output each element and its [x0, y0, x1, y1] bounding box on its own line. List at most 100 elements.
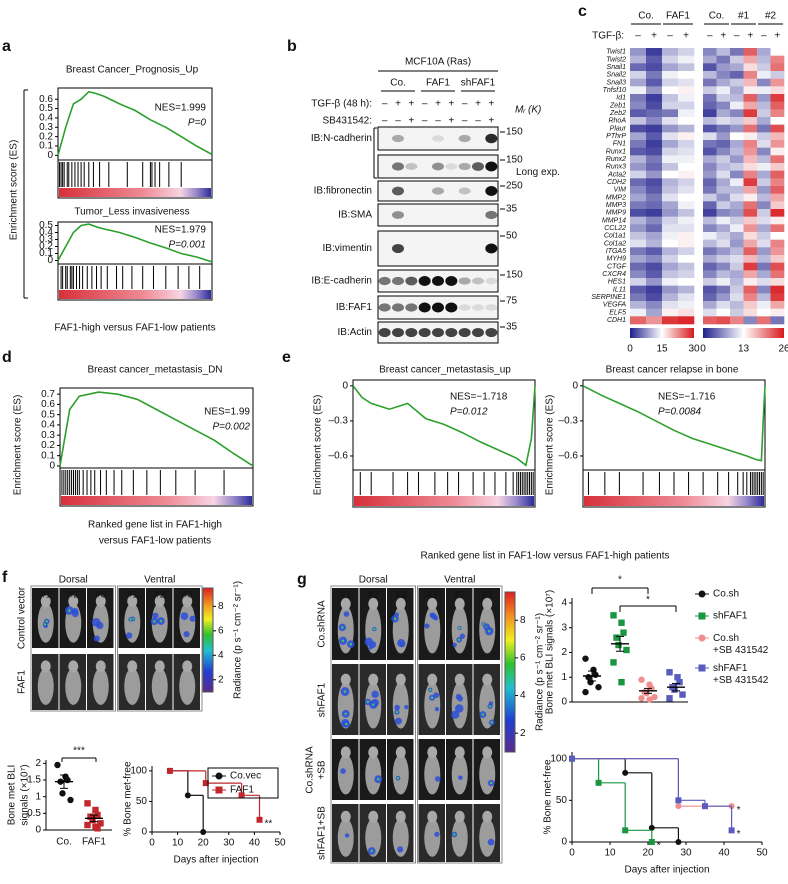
mouse — [479, 818, 496, 857]
sign: + — [720, 31, 726, 42]
band — [472, 304, 484, 311]
signal — [434, 706, 440, 712]
marker — [256, 816, 263, 823]
x-tick-label: 10 — [604, 848, 616, 859]
heat-cell — [662, 71, 679, 79]
heat-cell — [646, 255, 663, 263]
signal — [343, 690, 347, 693]
heat-cell — [646, 55, 663, 64]
heat-cell — [730, 301, 744, 309]
marker — [675, 803, 682, 810]
heat-cell — [716, 316, 731, 325]
heat-cell — [716, 170, 731, 179]
heat-cell — [716, 247, 731, 256]
heat-cell — [630, 155, 647, 164]
heat-cell — [743, 247, 758, 256]
blot — [377, 154, 499, 179]
heat-cell — [630, 147, 647, 156]
y-tick-label: 4 — [561, 598, 567, 609]
heat-cell — [703, 308, 717, 317]
y-tick-label: 2 — [561, 647, 567, 658]
heat-cell — [646, 316, 663, 325]
marker — [622, 827, 629, 834]
mouse-id: #2 — [454, 590, 466, 601]
panel-label: f — [2, 569, 8, 586]
heat-cell — [770, 270, 785, 279]
heat-cell — [743, 55, 758, 64]
gene-label: Tnfsf10 — [603, 87, 626, 94]
y-tick-label: 0.2 — [41, 440, 55, 451]
heat-cell — [716, 132, 731, 141]
heat-cell — [630, 224, 647, 233]
colorbar-label: Radiance (p s⁻¹ cm⁻² sr⁻¹) — [233, 581, 244, 699]
gene-label: CDH1 — [607, 317, 626, 324]
y-tick-label: 0.6 — [41, 399, 55, 410]
heat-cell — [703, 155, 717, 164]
marker — [215, 786, 223, 794]
view-frame — [30, 585, 116, 712]
caption: Ranked gene list in FAF1-low versus FAF1… — [420, 551, 669, 562]
heat-cell — [770, 132, 785, 141]
mouse-head — [40, 660, 51, 673]
heat-cell — [730, 48, 744, 56]
marker — [638, 676, 645, 683]
nes: NES=1.999 — [155, 103, 207, 114]
heat-cell — [630, 262, 647, 271]
colorbar-tick-label: 4 — [218, 650, 224, 661]
view-frame — [330, 585, 416, 864]
heat-cell — [703, 170, 717, 179]
rank-bar — [59, 188, 211, 197]
heat-cell — [716, 201, 731, 210]
band — [418, 302, 431, 313]
heat-cell — [678, 186, 695, 194]
band — [392, 276, 404, 286]
signal — [451, 710, 460, 719]
signal — [183, 631, 190, 638]
heat-cell — [646, 193, 663, 202]
heat-cell — [743, 178, 758, 187]
heat-cell — [630, 293, 647, 302]
gene-label: Acta2 — [607, 171, 626, 178]
heat-cell — [678, 124, 695, 133]
y-tick-label: 0 — [561, 697, 567, 708]
heat-cell — [770, 63, 785, 72]
heat-cell — [703, 124, 717, 133]
heat-cell — [770, 186, 785, 194]
signal — [429, 688, 432, 692]
sign: + — [683, 31, 689, 42]
y-tick-label: 0 — [561, 837, 567, 848]
heat-cell — [716, 78, 731, 87]
heat-cell — [703, 101, 717, 110]
signal — [481, 713, 485, 716]
heat-cell — [703, 224, 717, 233]
band — [432, 276, 444, 286]
heat-cell — [770, 140, 785, 148]
mw-marker: 75 — [506, 296, 518, 307]
heat-cell — [757, 232, 771, 240]
heat-cell — [730, 316, 744, 325]
heat-cell — [678, 170, 695, 179]
heat-cell — [646, 278, 663, 286]
heat-cell — [770, 78, 785, 87]
heat-cell — [646, 247, 663, 256]
group-label: Co. — [638, 11, 654, 22]
heat-cell — [730, 124, 744, 133]
gene-label: CTGF — [607, 263, 627, 270]
y-tick-label: 0 — [49, 461, 55, 472]
heat-cell — [716, 186, 731, 194]
heat-cell — [716, 224, 731, 233]
signal — [93, 635, 100, 642]
heat-cell — [770, 224, 785, 233]
signal — [343, 611, 350, 617]
y-tick-label: 1.5 — [27, 775, 41, 786]
marker — [675, 839, 682, 845]
heat-cell — [646, 48, 663, 56]
mouse-head — [395, 673, 406, 686]
heat-cell — [716, 86, 731, 95]
heat-cell — [770, 94, 785, 102]
colorbar-tick-label: 2 — [218, 674, 224, 685]
sign: – — [395, 116, 401, 127]
y-tick-label: 0 — [47, 255, 53, 266]
sign: + — [448, 116, 454, 127]
marker — [89, 816, 96, 824]
